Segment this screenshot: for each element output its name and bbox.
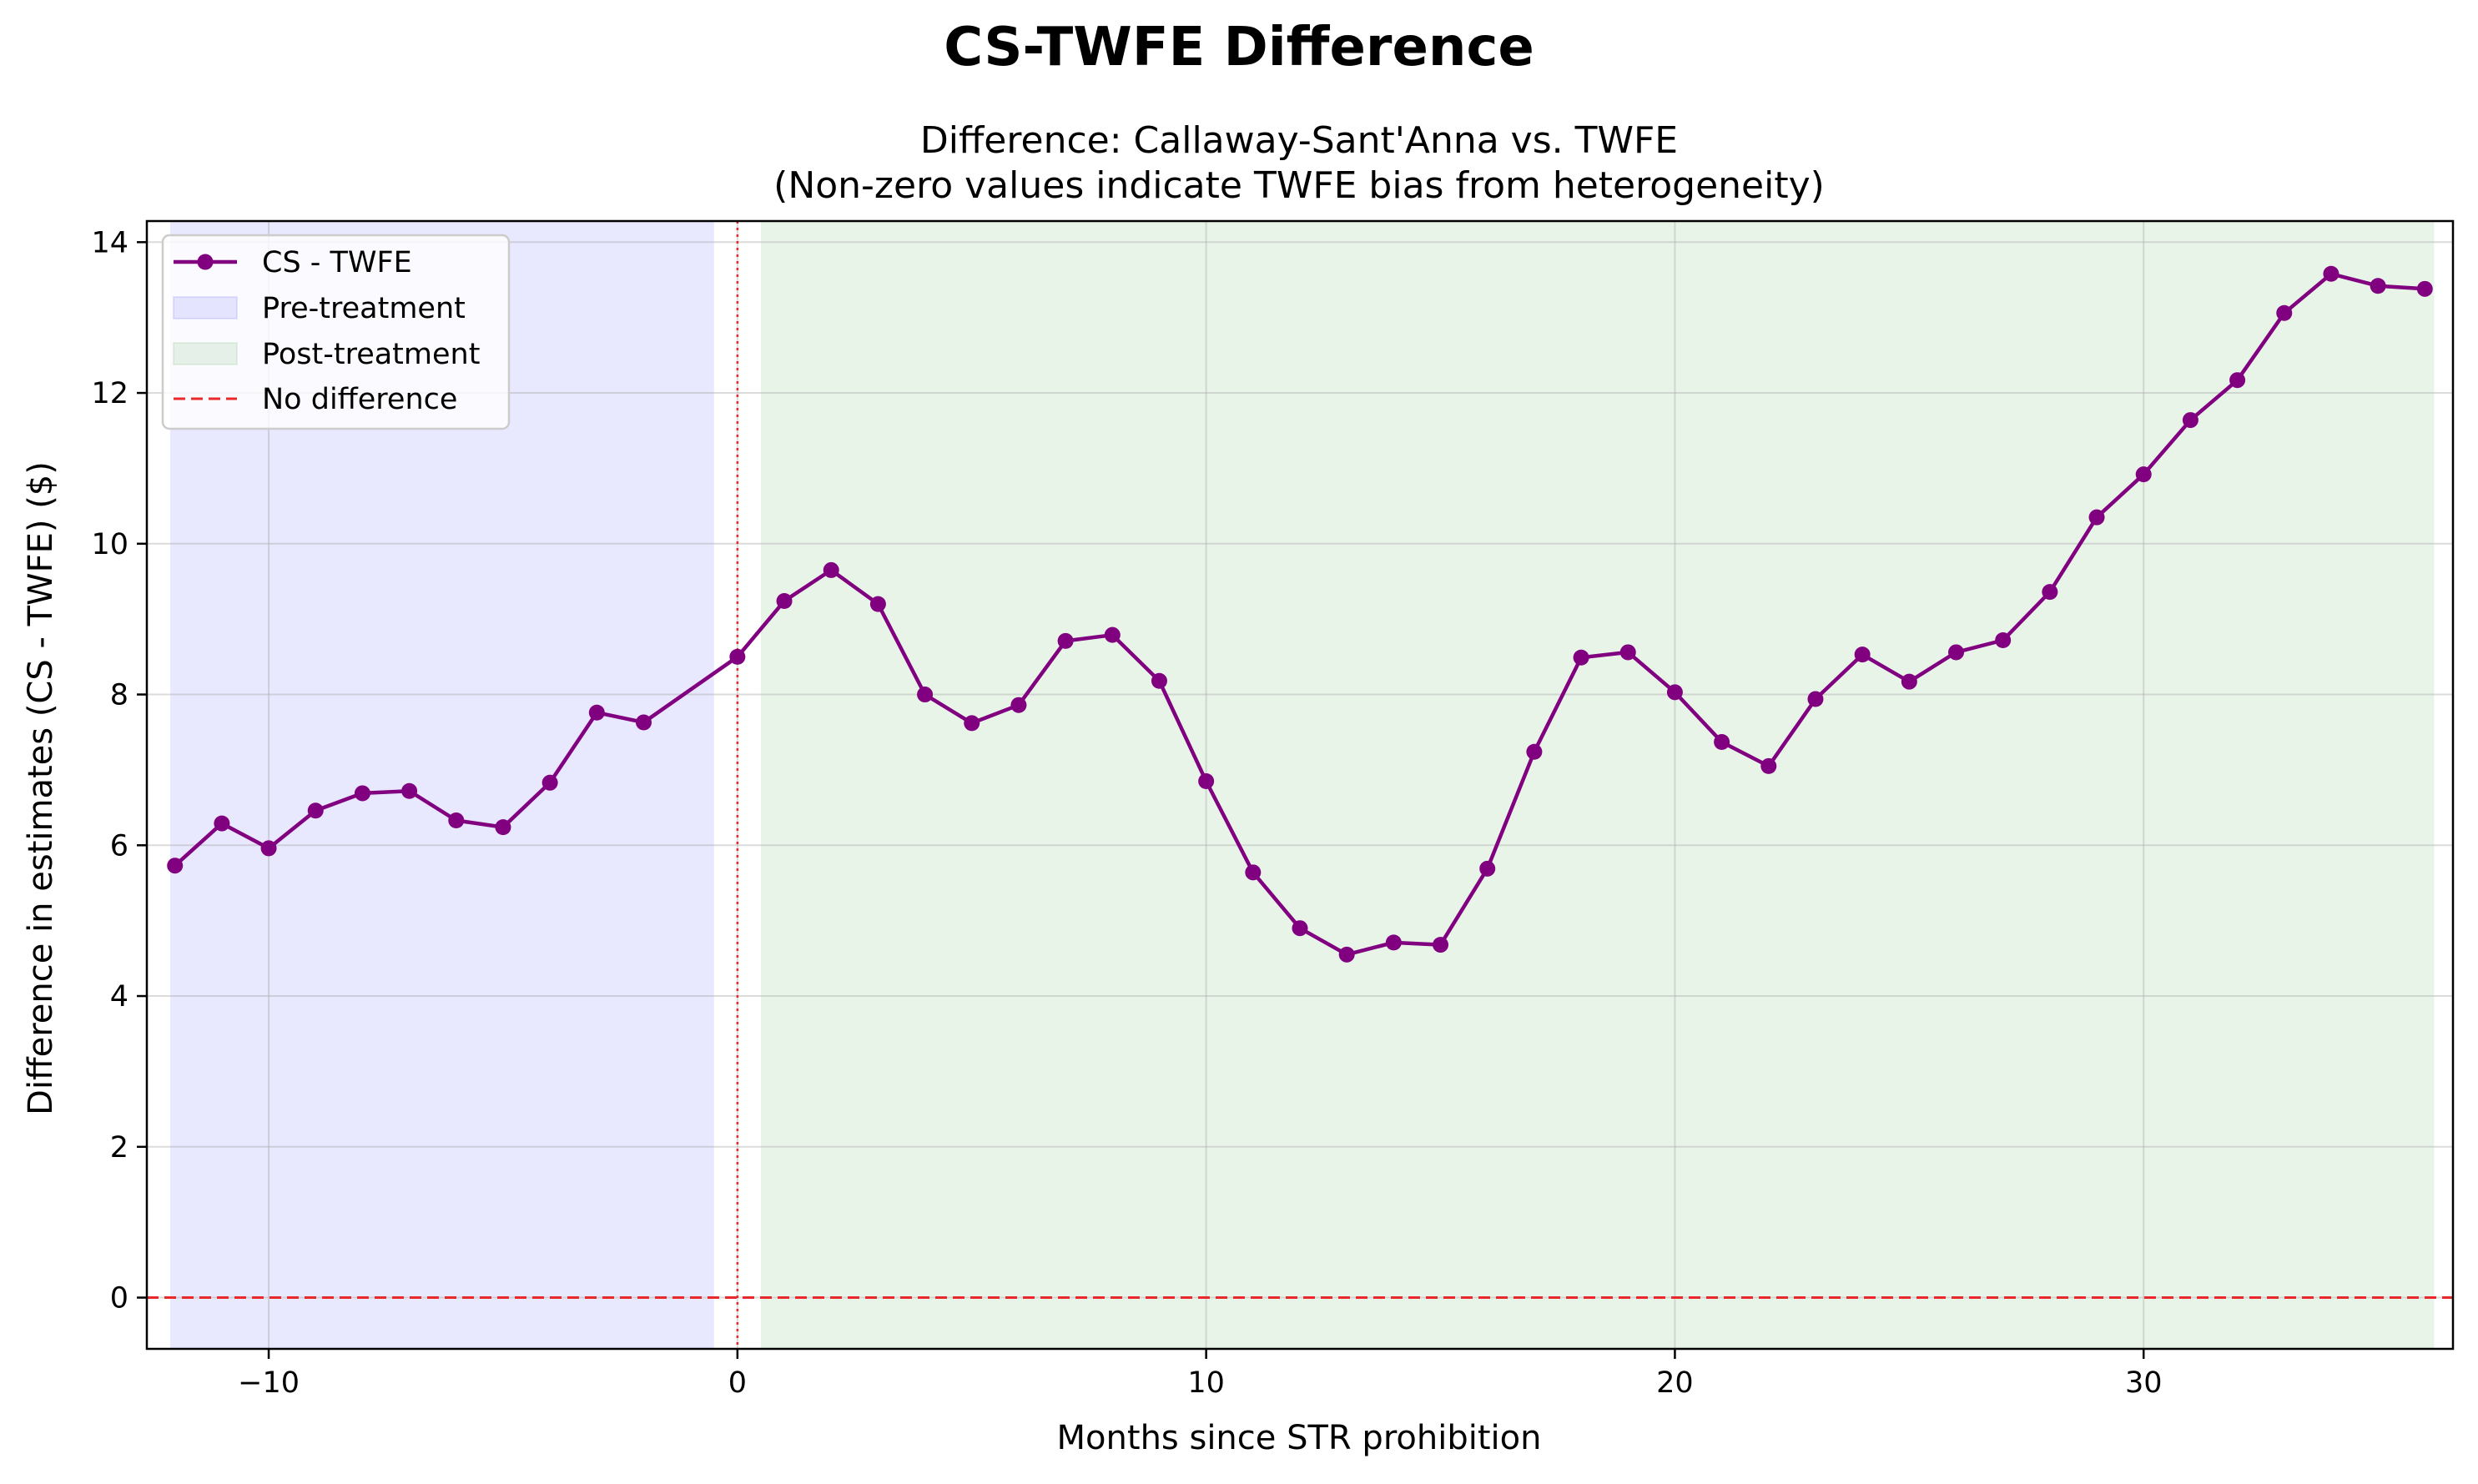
data-point [1338, 946, 1355, 963]
data-point [2182, 412, 2198, 429]
data-point [2135, 466, 2152, 483]
chart-legend: CS - TWFE Pre-treatment Post-treatment No d… [161, 234, 511, 430]
data-point [823, 561, 839, 578]
data-point [354, 785, 370, 802]
data-point [2088, 509, 2105, 526]
data-point [1854, 646, 1871, 663]
data-point [2276, 304, 2293, 321]
y-tick-label: 12 [91, 377, 128, 410]
legend-swatch-marker [197, 254, 214, 270]
legend-swatch-patch [173, 342, 238, 365]
axes-frame [145, 219, 2455, 1351]
data-point [495, 819, 511, 836]
data-point [2416, 280, 2433, 297]
x-tick-label: 0 [728, 1366, 747, 1400]
data-point [1948, 644, 1965, 661]
data-point [1010, 697, 1027, 713]
x-axis-label: Months since STR prohibition [1057, 1419, 1542, 1457]
data-point [588, 704, 605, 721]
legend-label: CS - TWFE [262, 246, 412, 279]
y-tick-label: 8 [110, 679, 128, 712]
axes-border [145, 219, 2455, 1351]
y-tick-label: 4 [110, 980, 128, 1014]
plot-area [147, 221, 2453, 1349]
axis-ticks: −10 0 10 20 30 0 2 4 6 8 10 12 14 [91, 226, 2162, 1400]
data-point [401, 782, 418, 799]
data-point [448, 812, 465, 828]
data-point [260, 840, 277, 857]
plot-background [147, 221, 2453, 1349]
y-axis-label: Difference in estimates (CS - TWFE) ($) [22, 461, 60, 1115]
data-point [1057, 632, 1074, 649]
data-point [307, 802, 324, 819]
legend-label: Pre-treatment [262, 292, 466, 325]
x-tick-label: 30 [2125, 1366, 2163, 1400]
y-tick-label: 6 [110, 829, 128, 863]
data-point [167, 858, 184, 874]
y-tick-label: 10 [91, 528, 128, 561]
reference-lines [147, 221, 2453, 1349]
shaded-region-post-treatment [760, 221, 2435, 1349]
data-point [869, 596, 886, 612]
data-point [1198, 772, 1215, 789]
data-point [1573, 649, 1589, 666]
data-point [214, 815, 230, 832]
data-point [1151, 672, 1167, 689]
chart-title-line-2: (Non-zero values indicate TWFE bias from… [773, 164, 1825, 207]
legend-swatch-patch [173, 296, 238, 319]
data-point [2370, 278, 2386, 294]
legend-label: No difference [262, 383, 457, 416]
data-point [2042, 584, 2058, 601]
data-point [1292, 920, 1308, 937]
data-point [541, 774, 558, 791]
data-point [1385, 934, 1402, 951]
data-point [1901, 673, 1917, 690]
data-point [1245, 864, 1262, 881]
chart-title-line-1: Difference: Callaway-Sant'Anna vs. TWFE [920, 119, 1678, 162]
series-line [174, 272, 2425, 957]
data-point [635, 714, 652, 731]
data-point [1433, 937, 1449, 953]
x-tick-label: 20 [1656, 1366, 1694, 1400]
chart-suptitle: CS-TWFE Difference [944, 17, 1534, 78]
data-point [729, 648, 746, 665]
data-point [1479, 860, 1496, 877]
data-point [1526, 743, 1543, 760]
data-point [1807, 691, 1824, 707]
data-point [1666, 684, 1683, 701]
legend-box [161, 234, 511, 430]
data-point [1760, 757, 1777, 774]
data-point [1104, 626, 1121, 643]
y-tick-label: 14 [91, 226, 128, 259]
series-layer [167, 265, 2433, 963]
data-point [1714, 733, 1730, 750]
data-point [2323, 265, 2339, 282]
y-tick-label: 2 [110, 1131, 128, 1165]
data-point [2229, 372, 2246, 389]
x-tick-label: −10 [238, 1366, 300, 1400]
data-point [776, 592, 793, 609]
y-tick-label: 0 [110, 1282, 128, 1315]
data-point [964, 715, 980, 732]
legend-label: Post-treatment [262, 338, 480, 371]
data-point [917, 687, 934, 703]
data-point [1619, 644, 1636, 661]
x-tick-label: 10 [1187, 1366, 1225, 1400]
data-point [1995, 631, 2012, 648]
